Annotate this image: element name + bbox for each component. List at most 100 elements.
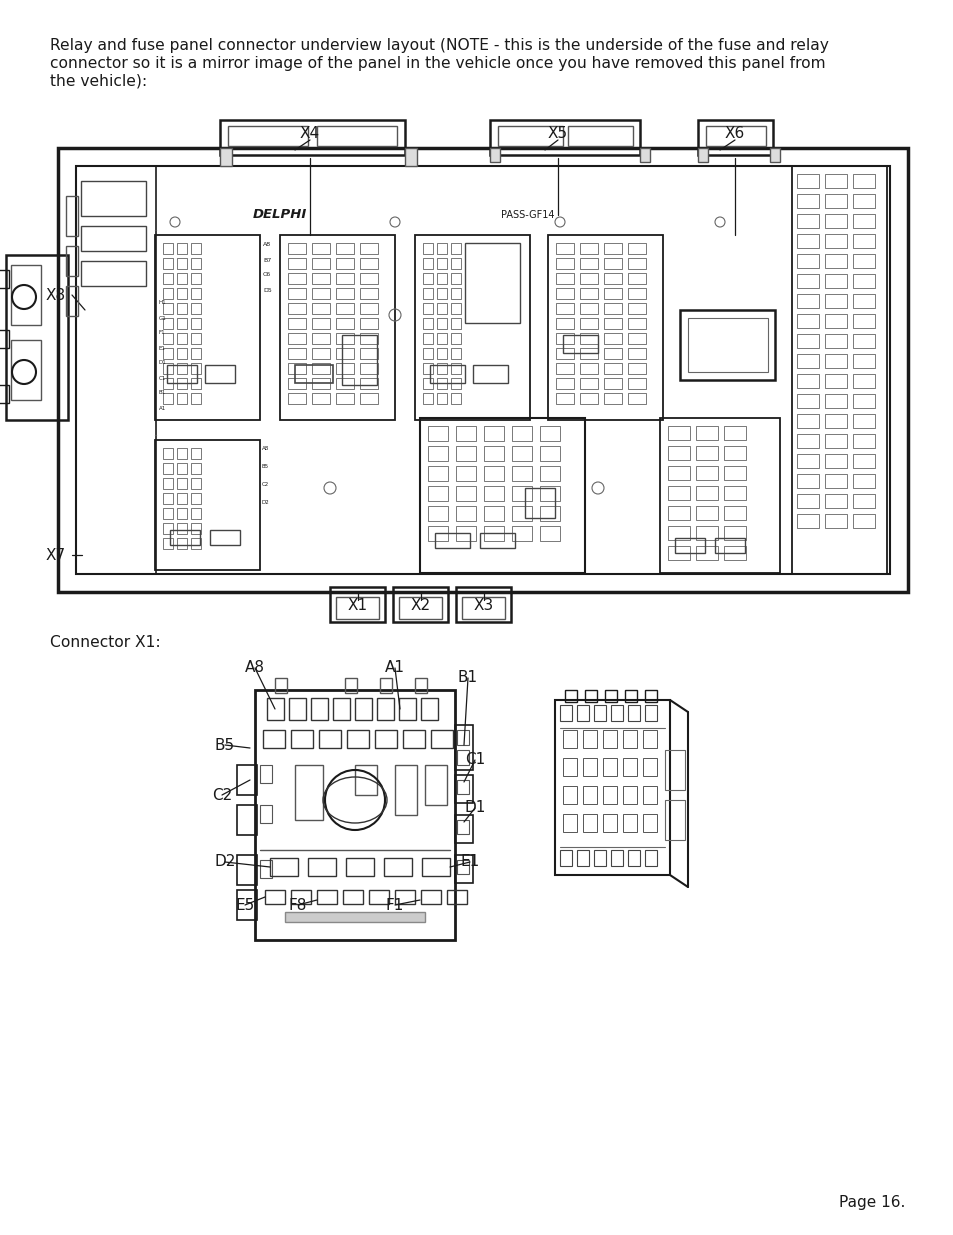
Bar	[824, 314, 846, 329]
Bar	[422, 348, 433, 359]
Text: A8: A8	[245, 661, 265, 676]
Bar	[579, 378, 598, 389]
Bar	[167, 366, 196, 383]
Text: A8: A8	[263, 242, 271, 247]
Bar	[796, 474, 818, 488]
Bar	[644, 850, 657, 866]
Bar	[852, 174, 874, 188]
Bar	[603, 348, 621, 359]
Bar	[163, 478, 172, 489]
Text: D1: D1	[464, 800, 485, 815]
Bar	[824, 194, 846, 207]
Bar	[796, 494, 818, 508]
Text: the vehicle):: the vehicle):	[50, 74, 147, 89]
Bar	[696, 526, 718, 540]
Bar	[236, 855, 256, 885]
Bar	[402, 730, 424, 748]
Bar	[644, 705, 657, 721]
Bar	[456, 526, 476, 541]
Bar	[627, 273, 645, 284]
Bar	[177, 478, 187, 489]
Bar	[603, 378, 621, 389]
Bar	[288, 258, 306, 269]
Bar	[456, 860, 469, 874]
Bar	[852, 494, 874, 508]
Bar	[154, 235, 260, 420]
Bar	[430, 366, 464, 383]
Bar	[796, 233, 818, 248]
Bar	[177, 288, 187, 299]
Bar	[627, 258, 645, 269]
Bar	[330, 587, 385, 622]
Text: H1: H1	[159, 300, 167, 305]
Bar	[852, 514, 874, 529]
Bar	[274, 678, 287, 693]
Bar	[163, 243, 172, 254]
Bar	[456, 587, 511, 622]
Text: D2: D2	[262, 499, 270, 505]
Bar	[451, 317, 460, 329]
Bar	[294, 764, 323, 820]
Bar	[796, 214, 818, 228]
Bar	[422, 303, 433, 314]
Bar	[205, 366, 234, 383]
Bar	[824, 454, 846, 468]
Bar	[696, 446, 718, 459]
Bar	[555, 700, 669, 876]
Bar	[622, 730, 637, 748]
Bar	[627, 348, 645, 359]
Bar	[163, 363, 172, 374]
Bar	[335, 317, 354, 329]
Bar	[556, 273, 574, 284]
Bar	[422, 393, 433, 404]
Bar	[424, 764, 447, 805]
Bar	[191, 448, 201, 459]
Bar	[675, 538, 704, 553]
Bar	[723, 546, 745, 559]
Bar	[667, 487, 689, 500]
Bar	[627, 288, 645, 299]
Bar	[191, 493, 201, 504]
Bar	[436, 378, 447, 389]
Bar	[627, 705, 639, 721]
Bar	[490, 148, 499, 162]
Bar	[376, 698, 394, 720]
Bar	[420, 698, 437, 720]
Bar	[333, 698, 350, 720]
Bar	[483, 487, 503, 501]
Bar	[796, 433, 818, 448]
Bar	[562, 758, 577, 776]
Bar	[512, 506, 532, 521]
Bar	[312, 363, 330, 374]
Text: B1: B1	[159, 390, 166, 395]
Bar	[451, 243, 460, 254]
Bar	[705, 126, 765, 146]
Bar	[420, 890, 440, 904]
Bar	[191, 538, 201, 550]
Bar	[664, 800, 684, 840]
Bar	[447, 890, 467, 904]
Bar	[824, 333, 846, 348]
Bar	[456, 426, 476, 441]
Text: X6: X6	[724, 126, 744, 141]
Bar	[289, 698, 306, 720]
Bar	[582, 730, 597, 748]
Bar	[564, 690, 577, 701]
Bar	[312, 288, 330, 299]
Bar	[436, 393, 447, 404]
Bar	[824, 414, 846, 429]
Bar	[451, 303, 460, 314]
Bar	[76, 165, 156, 574]
Bar	[497, 126, 562, 146]
Bar	[288, 333, 306, 345]
Bar	[451, 288, 460, 299]
Bar	[343, 890, 363, 904]
Bar	[556, 363, 574, 374]
Bar	[723, 426, 745, 440]
Bar	[177, 393, 187, 404]
Bar	[602, 785, 617, 804]
Bar	[824, 354, 846, 368]
Bar	[335, 348, 354, 359]
Bar	[642, 758, 657, 776]
Bar	[627, 303, 645, 314]
